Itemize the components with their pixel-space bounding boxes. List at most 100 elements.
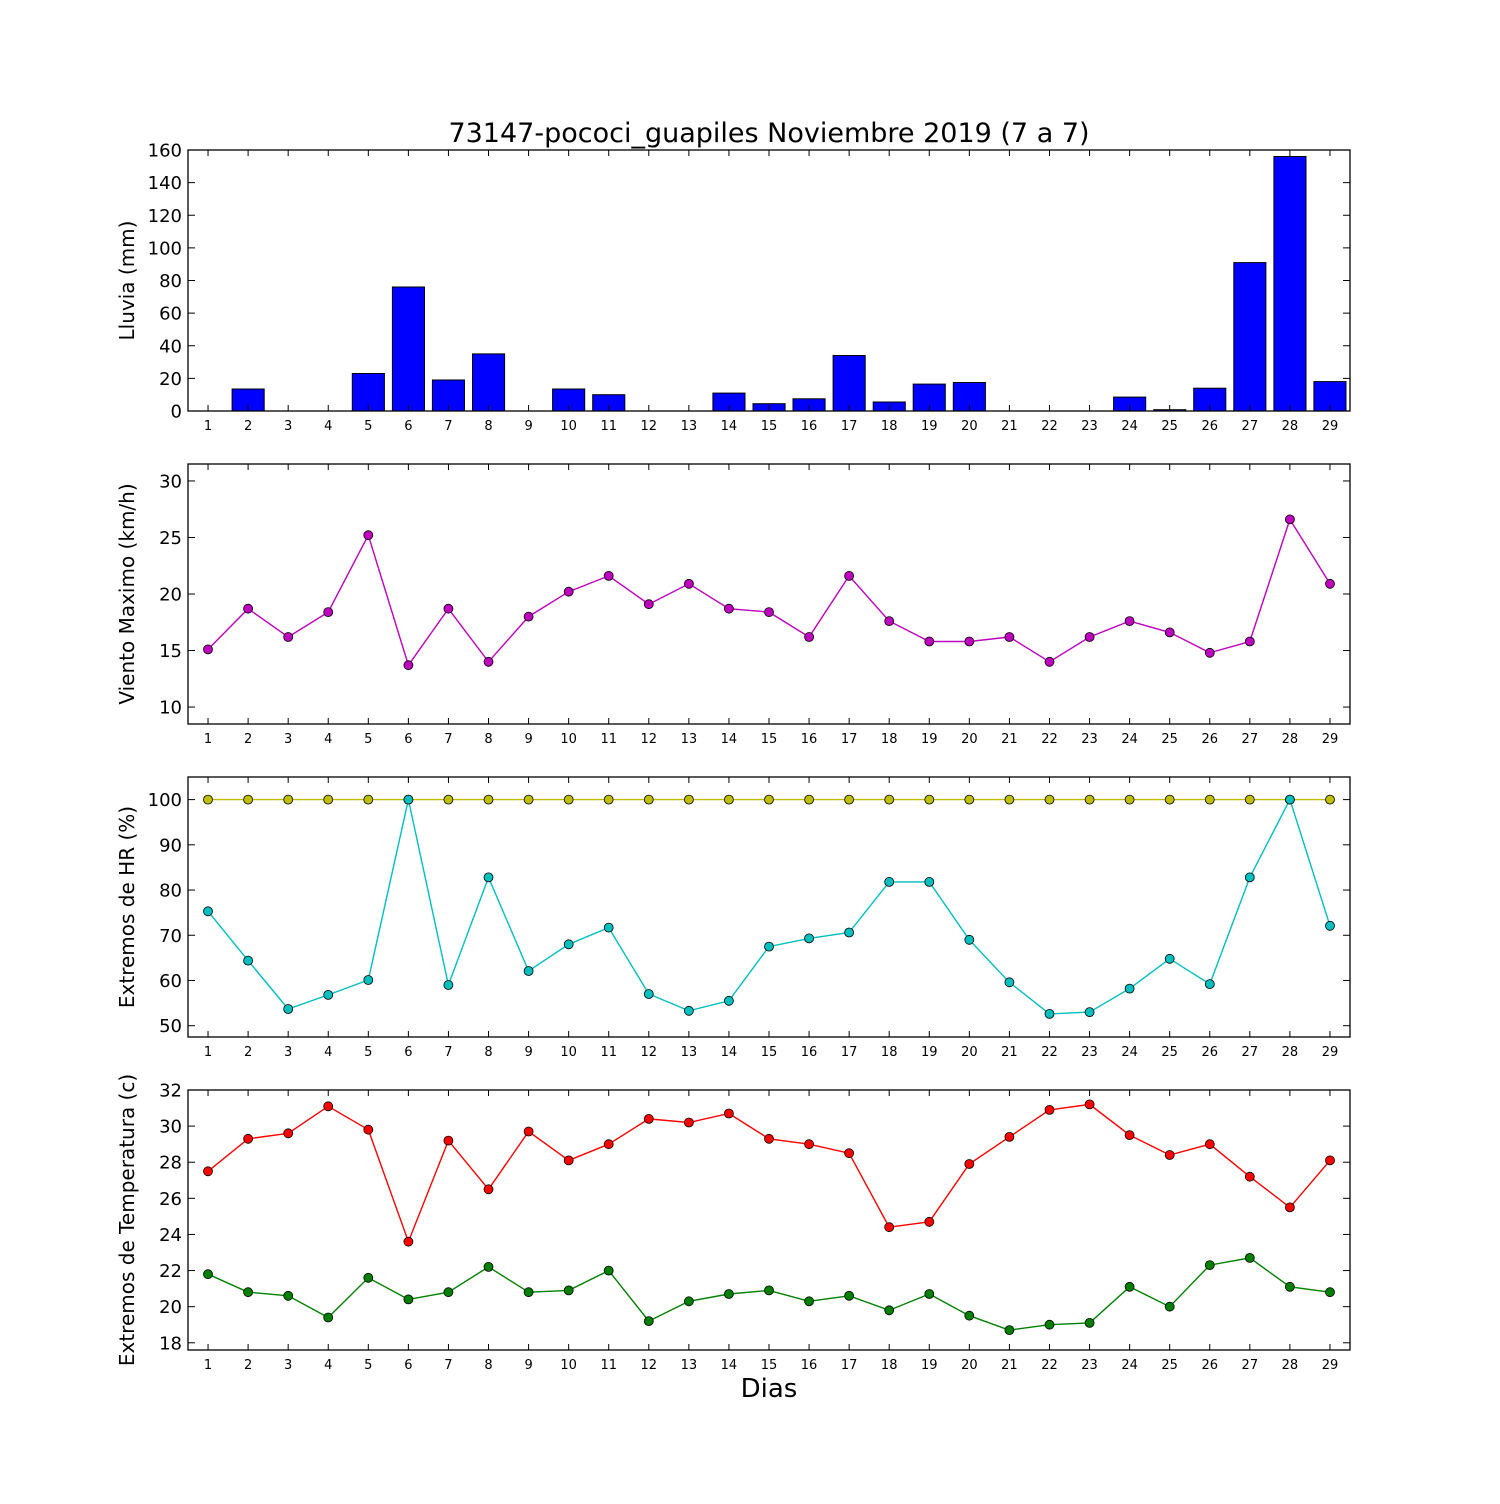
temperature-series-1-point-day-23 (1084, 1099, 1095, 1110)
humidity-xtick-label: 25 (1161, 1045, 1178, 1060)
humidity-series-1-point-day-4 (323, 794, 334, 805)
temperature-xtick-label: 18 (881, 1358, 898, 1373)
wind-xtick-label: 26 (1201, 732, 1218, 747)
humidity-series-1-point-day-10 (563, 794, 574, 805)
humidity-xtick-label: 26 (1201, 1045, 1218, 1060)
wind-xtick-label: 13 (681, 732, 698, 747)
wind-series-1-point-day-20 (964, 636, 975, 647)
wind-series-1-point-day-18 (884, 616, 895, 626)
rain-xtick-label: 12 (641, 419, 658, 434)
humidity-xtick-label: 15 (761, 1045, 778, 1060)
temperature-xtick-label: 9 (524, 1358, 532, 1373)
humidity-series-1-point-day-2 (243, 794, 254, 805)
humidity-y-axis-label: Extremos de HR (%) (115, 806, 139, 1008)
humidity-series-2-point-day-12 (643, 989, 654, 999)
temperature-xtick-label: 1 (204, 1358, 212, 1373)
wind-series-1-point-day-11 (603, 571, 614, 581)
wind-xtick-label: 6 (404, 732, 412, 747)
rain-xtick-label: 25 (1161, 419, 1178, 434)
humidity-xtick-label: 9 (524, 1045, 532, 1060)
wind-xtick-label: 10 (560, 732, 577, 747)
rain-xtick-label: 13 (681, 419, 698, 434)
humidity-series-2-point-day-17 (844, 927, 854, 938)
temperature-series-1-point-day-3 (283, 1128, 294, 1139)
wind-series-1-point-day-25 (1164, 627, 1175, 638)
rain-bar-day-28 (1273, 156, 1307, 412)
humidity-series-1-point-day-3 (283, 794, 294, 805)
rain-xtick-label: 24 (1121, 419, 1138, 434)
temperature-y-axis-label: Extremos de Temperatura (c) (115, 1074, 139, 1366)
humidity-series-2-point-day-6 (403, 794, 414, 805)
rain-ytick-label: 20 (159, 369, 182, 390)
humidity-series-1-point-day-20 (964, 794, 975, 805)
wind-ytick-label: 20 (159, 585, 182, 606)
humidity-series-2-point-day-14 (724, 995, 734, 1006)
wind-series-1-point-day-2 (243, 603, 254, 614)
temperature-series-2-point-day-29 (1325, 1287, 1335, 1298)
temperature-xtick-label: 11 (600, 1358, 617, 1373)
rain-xtick-label: 17 (841, 419, 858, 434)
temperature-ytick-label: 24 (159, 1225, 182, 1246)
wind-xtick-label: 14 (721, 732, 738, 747)
temperature-xtick-label: 23 (1081, 1358, 1098, 1373)
temperature-series-2-point-day-2 (243, 1287, 254, 1298)
humidity-series-2-point-day-19 (924, 877, 935, 887)
wind-ytick-label: 25 (159, 528, 182, 549)
temperature-series-2-point-day-28 (1285, 1281, 1295, 1292)
temperature-xtick-label: 16 (801, 1358, 818, 1373)
humidity-series-1-point-day-17 (844, 794, 854, 805)
humidity-series-1-point-day-11 (603, 794, 614, 805)
temperature-series-1-point-day-20 (964, 1159, 975, 1169)
humidity-series-2-point-day-5 (363, 975, 374, 985)
temperature-series-1-point-day-28 (1285, 1202, 1295, 1213)
temperature-xtick-label: 4 (324, 1358, 332, 1373)
rain-bar-day-27 (1233, 262, 1267, 412)
humidity-xtick-label: 20 (961, 1045, 978, 1060)
rain-ytick-label: 80 (159, 271, 182, 292)
humidity-series-2-point-day-15 (764, 941, 774, 952)
wind-xtick-label: 20 (961, 732, 978, 747)
humidity-series-2-point-day-20 (964, 934, 975, 945)
temperature-series-2-point-day-9 (523, 1287, 534, 1298)
rain-ytick-label: 60 (159, 304, 182, 325)
temperature-series-1-point-day-24 (1124, 1130, 1135, 1140)
humidity-series-1-point-day-5 (363, 794, 374, 805)
humidity-ytick-label: 90 (159, 835, 182, 856)
temperature-series-2-point-day-4 (323, 1312, 334, 1323)
temperature-xtick-label: 24 (1121, 1358, 1138, 1373)
wind-series-1-point-day-3 (283, 632, 294, 642)
rain-xtick-label: 16 (801, 419, 818, 434)
humidity-xtick-label: 27 (1242, 1045, 1259, 1060)
humidity-series-2-point-day-4 (323, 990, 334, 1000)
humidity-series-2-point-day-18 (884, 877, 895, 887)
rain-xtick-label: 10 (560, 419, 577, 434)
temperature-xtick-label: 12 (641, 1358, 658, 1373)
humidity-xtick-label: 18 (881, 1045, 898, 1060)
temperature-series-2-point-day-8 (483, 1262, 494, 1272)
wind-series-1-point-day-21 (1004, 632, 1015, 642)
temperature-series-2-point-day-21 (1004, 1325, 1015, 1335)
rain-xtick-label: 1 (204, 419, 212, 434)
humidity-series-2-point-day-28 (1285, 794, 1295, 805)
temperature-series-1-point-day-2 (243, 1133, 254, 1144)
wind-series-1-point-day-12 (643, 599, 654, 610)
temperature-series-2-point-day-5 (363, 1272, 374, 1283)
rain-xtick-label: 19 (921, 419, 938, 434)
temperature-xtick-label: 21 (1001, 1358, 1018, 1373)
wind-xtick-label: 16 (801, 732, 818, 747)
rain-xtick-label: 6 (404, 419, 412, 434)
temperature-xtick-label: 6 (404, 1358, 412, 1373)
humidity-ytick-label: 70 (159, 926, 182, 947)
wind-series-1-point-day-8 (483, 656, 494, 667)
wind-xtick-label: 28 (1282, 732, 1299, 747)
temperature-series-1-point-day-10 (563, 1155, 574, 1166)
temperature-xtick-label: 8 (484, 1358, 492, 1373)
humidity-series-2-point-day-13 (684, 1005, 694, 1016)
temperature-xtick-label: 17 (841, 1358, 858, 1373)
wind-xtick-label: 18 (881, 732, 898, 747)
temperature-series-2-point-day-15 (764, 1285, 774, 1296)
chart-title: 73147-pococi_guapiles Noviembre 2019 (7 … (448, 118, 1089, 149)
wind-xtick-label: 22 (1041, 732, 1058, 747)
